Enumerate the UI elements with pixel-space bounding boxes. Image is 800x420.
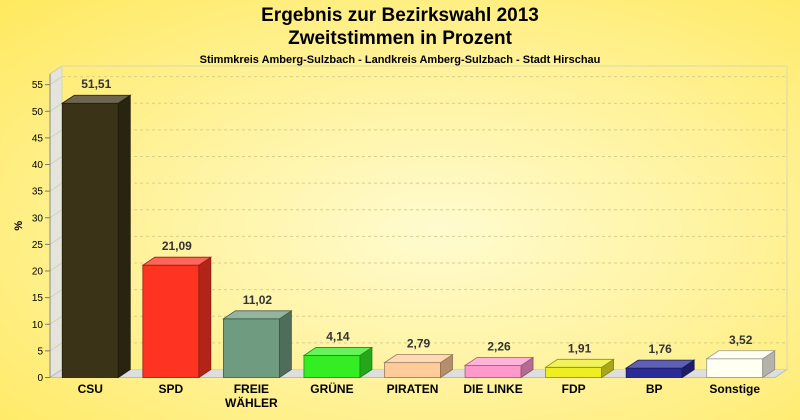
bar-top <box>141 256 213 266</box>
chart-title-line-2: Zweitstimmen in Prozent <box>288 28 512 49</box>
bar-side <box>278 310 292 379</box>
y-tick-label: 25 <box>32 240 44 251</box>
bar <box>545 366 603 378</box>
gridline-wall <box>49 102 63 112</box>
chart-title: Ergebnis zur Bezirkswahl 2013 Zweitstimm… <box>0 4 800 50</box>
x-tick-label: BP <box>646 382 663 396</box>
bar <box>464 365 522 378</box>
y-tick-label: 50 <box>32 107 44 118</box>
chart-title-line-1: Ergebnis zur Bezirkswahl 2013 <box>261 5 539 26</box>
data-label: 51,51 <box>81 77 111 91</box>
x-tick-label: PIRATEN <box>387 382 439 396</box>
bar-top <box>544 358 615 368</box>
gridline-wall <box>49 262 63 272</box>
data-label: 11,02 <box>243 293 273 307</box>
bar-side <box>117 94 131 379</box>
gridline-wall <box>49 289 63 299</box>
y-tick-label: 35 <box>32 187 44 198</box>
gridline-wall <box>49 342 63 352</box>
bar-top <box>222 310 293 320</box>
bar <box>625 367 683 378</box>
bar-top <box>383 354 454 364</box>
x-tick-label: Sonstige <box>709 382 760 396</box>
gridline-wall <box>49 156 63 165</box>
y-axis-label: % <box>13 221 25 231</box>
data-label: 1,76 <box>648 342 672 356</box>
bar <box>706 358 764 378</box>
bar-top <box>60 94 132 104</box>
data-label: 1,91 <box>568 341 592 355</box>
data-label: 3,52 <box>729 333 753 347</box>
bar <box>61 102 119 378</box>
bar-top <box>302 347 374 356</box>
x-tick-label: SPD <box>158 382 183 396</box>
data-label: 4,14 <box>326 329 350 343</box>
gridline-wall <box>49 129 63 139</box>
left-wall <box>49 65 63 379</box>
gridline-wall <box>49 182 63 192</box>
data-label: 2,26 <box>487 339 511 353</box>
x-tick-label: FDP <box>562 382 586 396</box>
bar <box>222 318 280 378</box>
x-tick-label: WÄHLER <box>225 395 278 410</box>
bar <box>303 355 361 378</box>
y-tick-label: 45 <box>32 133 44 144</box>
bar-top <box>705 350 777 360</box>
bar-top <box>463 357 535 366</box>
bar-side <box>198 256 212 379</box>
y-tick-label: 0 <box>37 373 43 384</box>
y-tick-label: 15 <box>32 293 44 304</box>
bar <box>384 362 441 378</box>
chart-subtitle: Stimmkreis Amberg-Sulzbach - Landkreis A… <box>199 54 601 66</box>
bar <box>142 264 200 378</box>
data-label: 21,09 <box>162 239 192 253</box>
gridline-wall <box>49 315 63 325</box>
y-tick-label: 55 <box>32 80 44 91</box>
x-tick-label: FREIE <box>234 382 269 396</box>
gridline-wall <box>49 209 63 219</box>
x-tick-label: DIE LINKE <box>463 382 522 396</box>
y-tick-label: 10 <box>32 320 44 331</box>
bar-top <box>624 359 696 369</box>
x-tick-label: CSU <box>78 382 103 396</box>
y-tick-label: 30 <box>32 213 44 224</box>
data-label: 2,79 <box>407 337 431 351</box>
gridline-wall <box>49 235 63 245</box>
gridline-wall <box>49 76 63 86</box>
y-tick-label: 40 <box>32 160 44 171</box>
y-tick-label: 20 <box>32 267 44 278</box>
y-tick-label: 5 <box>37 346 43 357</box>
x-tick-label: GRÜNE <box>310 381 353 396</box>
